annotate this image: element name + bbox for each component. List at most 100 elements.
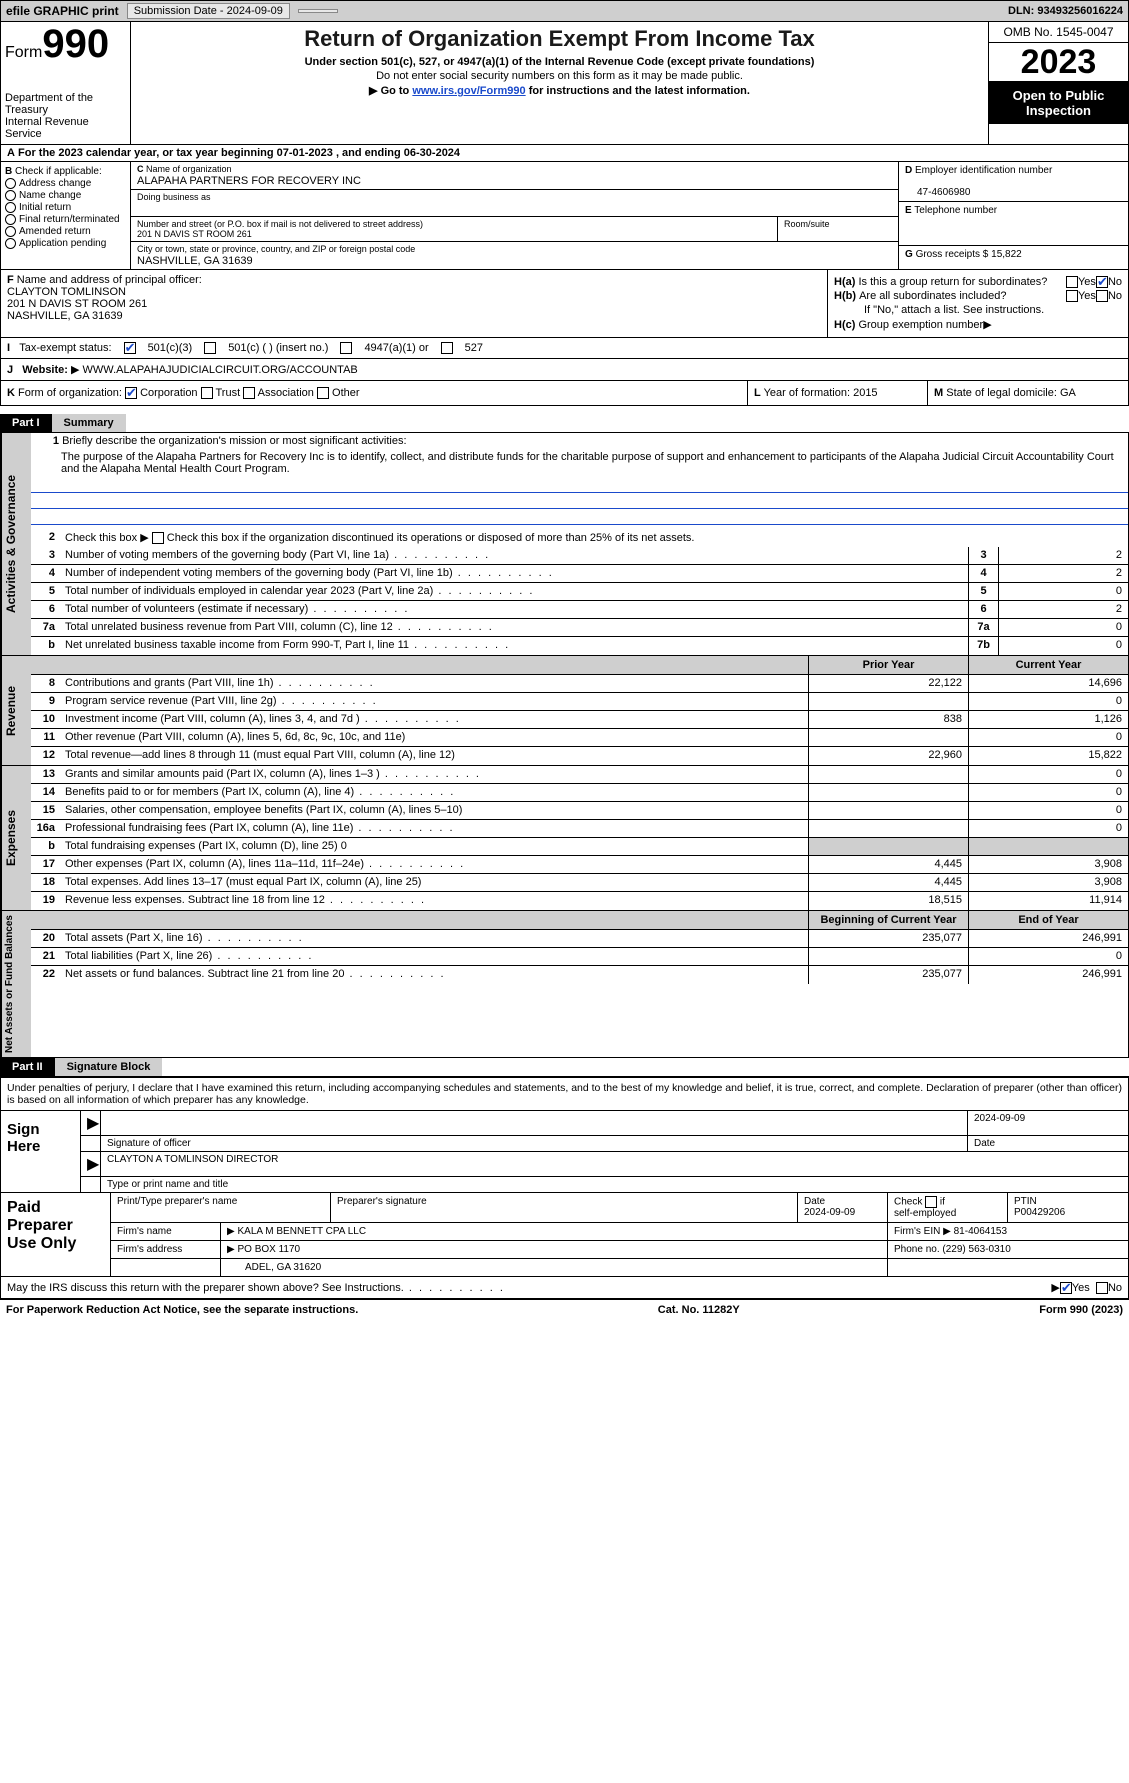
val-7b: 0 xyxy=(998,637,1128,655)
chk-group-yes[interactable] xyxy=(1066,276,1078,288)
irs-link[interactable]: www.irs.gov/Form990 xyxy=(412,85,525,97)
submission-date: Submission Date - 2024-09-09 xyxy=(127,3,290,19)
chk-501c3[interactable] xyxy=(124,342,136,354)
rev-11-curr: 0 xyxy=(968,729,1128,746)
tab-revenue: Revenue xyxy=(1,656,31,765)
b-letter: B xyxy=(5,166,12,177)
row-klm: K Form of organization: Corporation Trus… xyxy=(0,381,1129,406)
dept-treasury: Department of the Treasury xyxy=(5,92,126,116)
exp-16a-curr: 0 xyxy=(968,820,1128,837)
chk-initial-return[interactable] xyxy=(5,202,16,213)
chk-discuss-no[interactable] xyxy=(1096,1282,1108,1294)
exp-13-curr: 0 xyxy=(968,766,1128,783)
chk-4947[interactable] xyxy=(340,342,352,354)
exp-18-prior: 4,445 xyxy=(808,874,968,891)
chk-527[interactable] xyxy=(441,342,453,354)
chk-discontinued[interactable] xyxy=(152,532,164,544)
summary-governance: Activities & Governance 1 Briefly descri… xyxy=(0,433,1129,656)
chk-trust[interactable] xyxy=(201,387,213,399)
subtitle-2: Do not enter social security numbers on … xyxy=(139,70,980,82)
val-5: 0 xyxy=(998,583,1128,600)
form-header: Form990 Department of the Treasury Inter… xyxy=(0,22,1129,145)
chk-discuss-yes[interactable] xyxy=(1060,1282,1072,1294)
section-b-d: B Check if applicable: Address change Na… xyxy=(0,162,1129,269)
summary-expenses: Expenses 13Grants and similar amounts pa… xyxy=(0,766,1129,911)
omb-number: OMB No. 1545-0047 xyxy=(989,22,1128,43)
tax-year: 2023 xyxy=(989,43,1128,82)
footer: For Paperwork Reduction Act Notice, see … xyxy=(0,1299,1129,1320)
paid-preparer-label: Paid Preparer Use Only xyxy=(1,1193,111,1276)
arrow-icon: ▶ xyxy=(1051,1281,1059,1294)
city-state-zip: NASHVILLE, GA 31639 xyxy=(137,255,253,267)
officer-name-title: CLAYTON A TOMLINSON DIRECTOR xyxy=(101,1152,1128,1176)
chk-group-no[interactable] xyxy=(1096,276,1108,288)
chk-name-change[interactable] xyxy=(5,190,16,201)
officer-name: CLAYTON TOMLINSON xyxy=(7,286,126,298)
efile-label: efile GRAPHIC print xyxy=(6,4,119,18)
chk-other[interactable] xyxy=(317,387,329,399)
chk-corporation[interactable] xyxy=(125,387,137,399)
rev-10-prior: 838 xyxy=(808,711,968,728)
net-22-end: 246,991 xyxy=(968,966,1128,984)
firm-addr2: ADEL, GA 31620 xyxy=(221,1259,888,1276)
rev-12-curr: 15,822 xyxy=(968,747,1128,765)
chk-association[interactable] xyxy=(243,387,255,399)
arrow-icon: ▶ xyxy=(140,532,148,544)
val-3: 2 xyxy=(998,547,1128,564)
exp-17-curr: 3,908 xyxy=(968,856,1128,873)
chk-sub-no[interactable] xyxy=(1096,290,1108,302)
org-name: ALAPAHA PARTNERS FOR RECOVERY INC xyxy=(137,175,361,187)
rev-9-curr: 0 xyxy=(968,693,1128,710)
rev-12-prior: 22,960 xyxy=(808,747,968,765)
sig-date: 2024-09-09 xyxy=(968,1111,1128,1135)
part2-header: Part II Signature Block xyxy=(0,1058,1129,1077)
chk-sub-yes[interactable] xyxy=(1066,290,1078,302)
net-20-beg: 235,077 xyxy=(808,930,968,947)
summary-net-assets: Net Assets or Fund Balances Beginning of… xyxy=(0,911,1129,1058)
website-url: WWW.ALAPAHAJUDICIALCIRCUIT.ORG/ACCOUNTAB xyxy=(83,364,358,376)
arrow-icon: ▶ xyxy=(81,1152,101,1176)
officer-addr1: 201 N DAVIS ST ROOM 261 xyxy=(7,298,147,310)
dln: DLN: 93493256016224 xyxy=(1008,5,1123,17)
subtitle-1: Under section 501(c), 527, or 4947(a)(1)… xyxy=(139,56,980,68)
preparer-date: 2024-09-09 xyxy=(804,1207,855,1218)
chk-address-change[interactable] xyxy=(5,178,16,189)
rev-8-curr: 14,696 xyxy=(968,675,1128,692)
row-a: A For the 2023 calendar year, or tax yea… xyxy=(0,145,1129,162)
arrow-icon: ▶ xyxy=(81,1111,101,1135)
declaration-text: Under penalties of perjury, I declare th… xyxy=(1,1078,1128,1110)
val-4: 2 xyxy=(998,565,1128,582)
state-domicile: GA xyxy=(1060,387,1076,399)
firm-phone: (229) 563-0310 xyxy=(942,1244,1010,1255)
exp-18-curr: 3,908 xyxy=(968,874,1128,891)
chk-final-return[interactable] xyxy=(5,214,16,225)
mission-line-1 xyxy=(31,481,1128,493)
chk-self-employed[interactable] xyxy=(925,1196,937,1208)
public-inspection: Open to Public Inspection xyxy=(989,82,1128,124)
section-f-h: F Name and address of principal officer:… xyxy=(0,269,1129,338)
chk-501c[interactable] xyxy=(204,342,216,354)
arrow-icon: ▶ xyxy=(227,1226,235,1237)
exp-14-curr: 0 xyxy=(968,784,1128,801)
discuss-row: May the IRS discuss this return with the… xyxy=(0,1277,1129,1299)
summary-revenue: Revenue Prior YearCurrent Year 8Contribu… xyxy=(0,656,1129,766)
val-6: 2 xyxy=(998,601,1128,618)
mission-line-2 xyxy=(31,497,1128,509)
pra-notice: For Paperwork Reduction Act Notice, see … xyxy=(6,1304,358,1316)
val-7a: 0 xyxy=(998,619,1128,636)
arrow-icon: ▶ xyxy=(943,1226,951,1237)
rev-10-curr: 1,126 xyxy=(968,711,1128,728)
chk-amended[interactable] xyxy=(5,226,16,237)
form-word: Form xyxy=(5,44,42,61)
tab-net-assets: Net Assets or Fund Balances xyxy=(1,911,31,1057)
net-21-end: 0 xyxy=(968,948,1128,965)
irs-label: Internal Revenue Service xyxy=(5,116,126,140)
signature-block: Under penalties of perjury, I declare th… xyxy=(0,1077,1129,1193)
telephone-label: Telephone number xyxy=(914,205,997,216)
chk-application-pending[interactable] xyxy=(5,238,16,249)
blank-btn xyxy=(298,9,338,13)
exp-15-curr: 0 xyxy=(968,802,1128,819)
cat-no: Cat. No. 11282Y xyxy=(658,1304,740,1316)
tab-governance: Activities & Governance xyxy=(1,433,31,655)
exp-19-curr: 11,914 xyxy=(968,892,1128,910)
